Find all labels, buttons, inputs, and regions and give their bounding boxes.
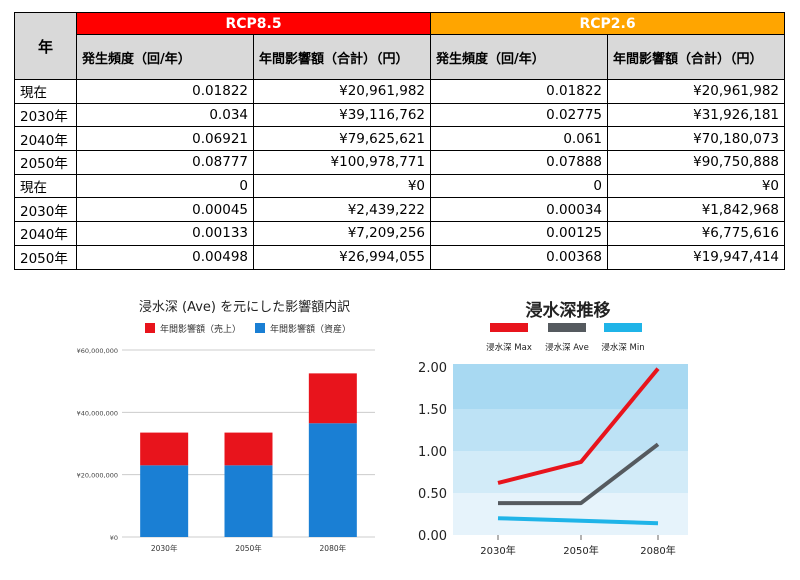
frequency-cell: 0.06921 (76, 126, 254, 152)
impact-cell: ¥1,842,968 (607, 197, 785, 223)
table-row: 2050年 0.08777 ¥100,978,771 0.07888 ¥90,750,8… (14, 150, 785, 175)
frequency-cell: 0.00125 (430, 221, 608, 246)
y-tick-label: ¥40,000,000 (77, 409, 118, 417)
year-cell: 現在 (14, 173, 77, 199)
bar-segment (224, 432, 273, 466)
x-tick-label: 2080年 (640, 544, 675, 557)
impact-cell: ¥70,180,073 (607, 126, 785, 152)
series-line (497, 367, 660, 485)
chart-title: 浸水深推移 (526, 300, 611, 321)
impact-cell: ¥20,961,982 (253, 79, 431, 104)
y-tick-label: ¥60,000,000 (77, 347, 118, 355)
background-band (453, 451, 688, 493)
year-cell: 2030年 (14, 102, 77, 128)
frequency-cell: 0.01822 (430, 79, 608, 104)
rcp85-header: RCP8.5 (76, 12, 431, 35)
bar-segment (140, 432, 189, 466)
frequency-cell: 0.00045 (76, 197, 254, 223)
impact-cell: ¥6,775,616 (607, 221, 785, 246)
year-header: 年 (14, 12, 77, 80)
table-row: 現在 0.01822 ¥20,961,982 0.01822 ¥20,961,982 (14, 79, 785, 104)
col-header-impact: 年間影響額（合計）（円） (607, 34, 785, 80)
impact-cell: ¥20,961,982 (607, 79, 785, 104)
bar-segment (140, 465, 189, 537)
frequency-cell: 0.034 (76, 102, 254, 128)
background-band (453, 409, 688, 451)
legend-label: 浸水深 Min (601, 342, 644, 353)
year-cell: 2040年 (14, 126, 77, 152)
table-row: 2030年 0.034 ¥39,116,762 0.02775 ¥31,926,181 (14, 102, 785, 128)
y-tick-label: 1.00 (418, 445, 447, 460)
col-header-impact: 年間影響額（合計）（円） (253, 34, 431, 80)
legend-swatch (604, 323, 642, 332)
y-tick-label: ¥20,000,000 (77, 472, 118, 480)
impact-cell: ¥39,116,762 (253, 102, 431, 128)
impact-cell: ¥79,625,621 (253, 126, 431, 152)
y-tick-label: 1.50 (418, 403, 447, 418)
table-row: 2030年 0.00045 ¥2,439,222 0.00034 ¥1,842,968 (14, 197, 785, 223)
table-row: 現在 0 ¥0 0 ¥0 (14, 173, 785, 199)
impact-cell: ¥31,926,181 (607, 102, 785, 128)
frequency-cell: 0.01822 (76, 79, 254, 104)
x-tick-label: 2030年 (480, 544, 515, 557)
x-tick-label: 2050年 (563, 544, 598, 557)
legend-swatch (255, 323, 265, 333)
series-line (498, 442, 660, 506)
background-band (453, 367, 688, 409)
impact-cell: ¥19,947,414 (607, 244, 785, 270)
col-header-frequency: 発生頻度（回/年） (430, 34, 608, 80)
legend-swatch (145, 323, 155, 333)
impact-cell: ¥100,978,771 (253, 150, 431, 175)
frequency-cell: 0.061 (430, 126, 608, 152)
frequency-cell: 0 (76, 173, 254, 199)
year-cell: 2040年 (14, 221, 77, 246)
frequency-cell: 0.00498 (76, 244, 254, 270)
chart-title: 浸水深 (Ave) を元にした影響額内訳 (139, 299, 350, 315)
frequency-cell: 0.02775 (430, 102, 608, 128)
background-band (453, 493, 688, 535)
frequency-cell: 0.08777 (76, 150, 254, 175)
y-tick-label: 0.00 (418, 529, 447, 544)
legend-swatch (548, 323, 586, 332)
table-row: 2050年 0.00498 ¥26,994,055 0.00368 ¥19,947,41… (14, 244, 785, 270)
table-row: 2040年 0.00133 ¥7,209,256 0.00125 ¥6,775,616 (14, 221, 785, 246)
legend-label: 年間影響額（売上） (160, 323, 241, 335)
year-cell: 2050年 (14, 244, 77, 270)
y-tick-label: ¥0 (110, 534, 118, 542)
legend-swatch (490, 323, 528, 332)
x-tick-label: 2050年 (235, 543, 262, 553)
impact-cell: ¥2,439,222 (253, 197, 431, 223)
legend-label: 浸水深 Ave (545, 342, 589, 353)
year-cell: 2030年 (14, 197, 77, 223)
bar-segment (224, 465, 273, 537)
frequency-cell: 0.00034 (430, 197, 608, 223)
col-header-frequency: 発生頻度（回/年） (76, 34, 254, 80)
impact-cell: ¥26,994,055 (253, 244, 431, 270)
series-line (497, 516, 659, 526)
impact-cell: ¥90,750,888 (607, 150, 785, 175)
rcp26-header: RCP2.6 (430, 12, 785, 35)
y-tick-label: 2.00 (418, 361, 447, 376)
y-tick-label: 0.50 (418, 487, 447, 502)
impact-cell: ¥0 (253, 173, 431, 199)
x-tick-label: 2080年 (320, 543, 347, 553)
impact-cell: ¥7,209,256 (253, 221, 431, 246)
legend-label: 年間影響額（資産） (270, 323, 351, 335)
x-tick-label: 2030年 (151, 543, 178, 553)
frequency-cell: 0 (430, 173, 608, 199)
impact-cell: ¥0 (607, 173, 785, 199)
legend-label: 浸水深 Max (486, 342, 532, 353)
year-cell: 2050年 (14, 150, 77, 175)
table-row: 2040年 0.06921 ¥79,625,621 0.061 ¥70,180,073 (14, 126, 785, 152)
year-cell: 現在 (14, 79, 77, 104)
data-table: 年 RCP8.5 RCP2.6 発生頻度（回/年） 年間影響額（合計）（円） 発… (14, 12, 785, 270)
frequency-cell: 0.00133 (76, 221, 254, 246)
frequency-cell: 0.00368 (430, 244, 608, 270)
frequency-cell: 0.07888 (430, 150, 608, 175)
bar-segment (308, 423, 357, 537)
background-band (453, 364, 688, 367)
bar-segment (308, 373, 357, 424)
